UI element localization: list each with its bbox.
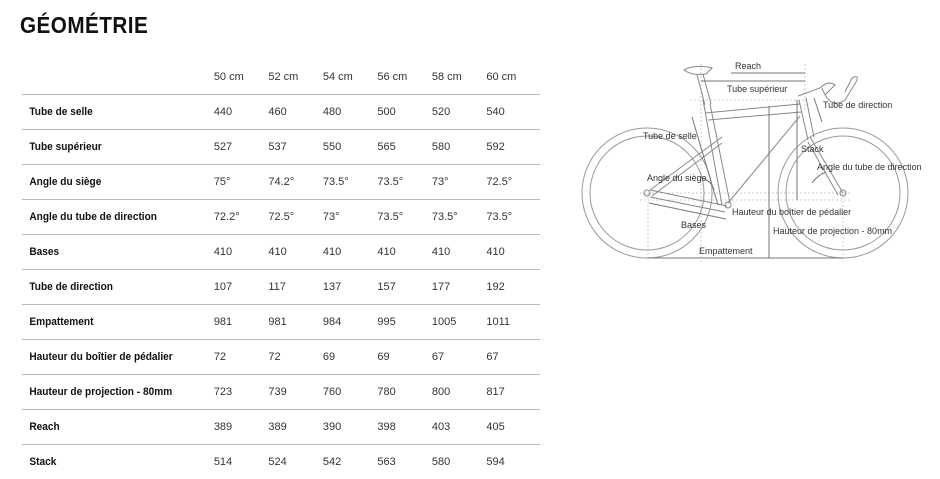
seat-angle-label: Angle du siège — [647, 173, 707, 183]
bb-drop-label: Hauteur du boîtier de pédalier — [732, 207, 851, 217]
chainstays-label: Bases — [681, 220, 706, 230]
standover-label: Hauteur de projection - 80mm — [773, 226, 892, 236]
head-angle-label: Angle du tube de direction — [817, 162, 922, 172]
head-tube-label: Tube de direction — [823, 100, 892, 110]
stack-label: Stack — [801, 144, 824, 154]
top-tube-label: Tube supérieur — [727, 84, 787, 94]
wheelbase-label: Empattement — [699, 246, 753, 256]
reach-label: Reach — [735, 61, 761, 71]
seat-tube-label: Tube de selle — [643, 131, 697, 141]
